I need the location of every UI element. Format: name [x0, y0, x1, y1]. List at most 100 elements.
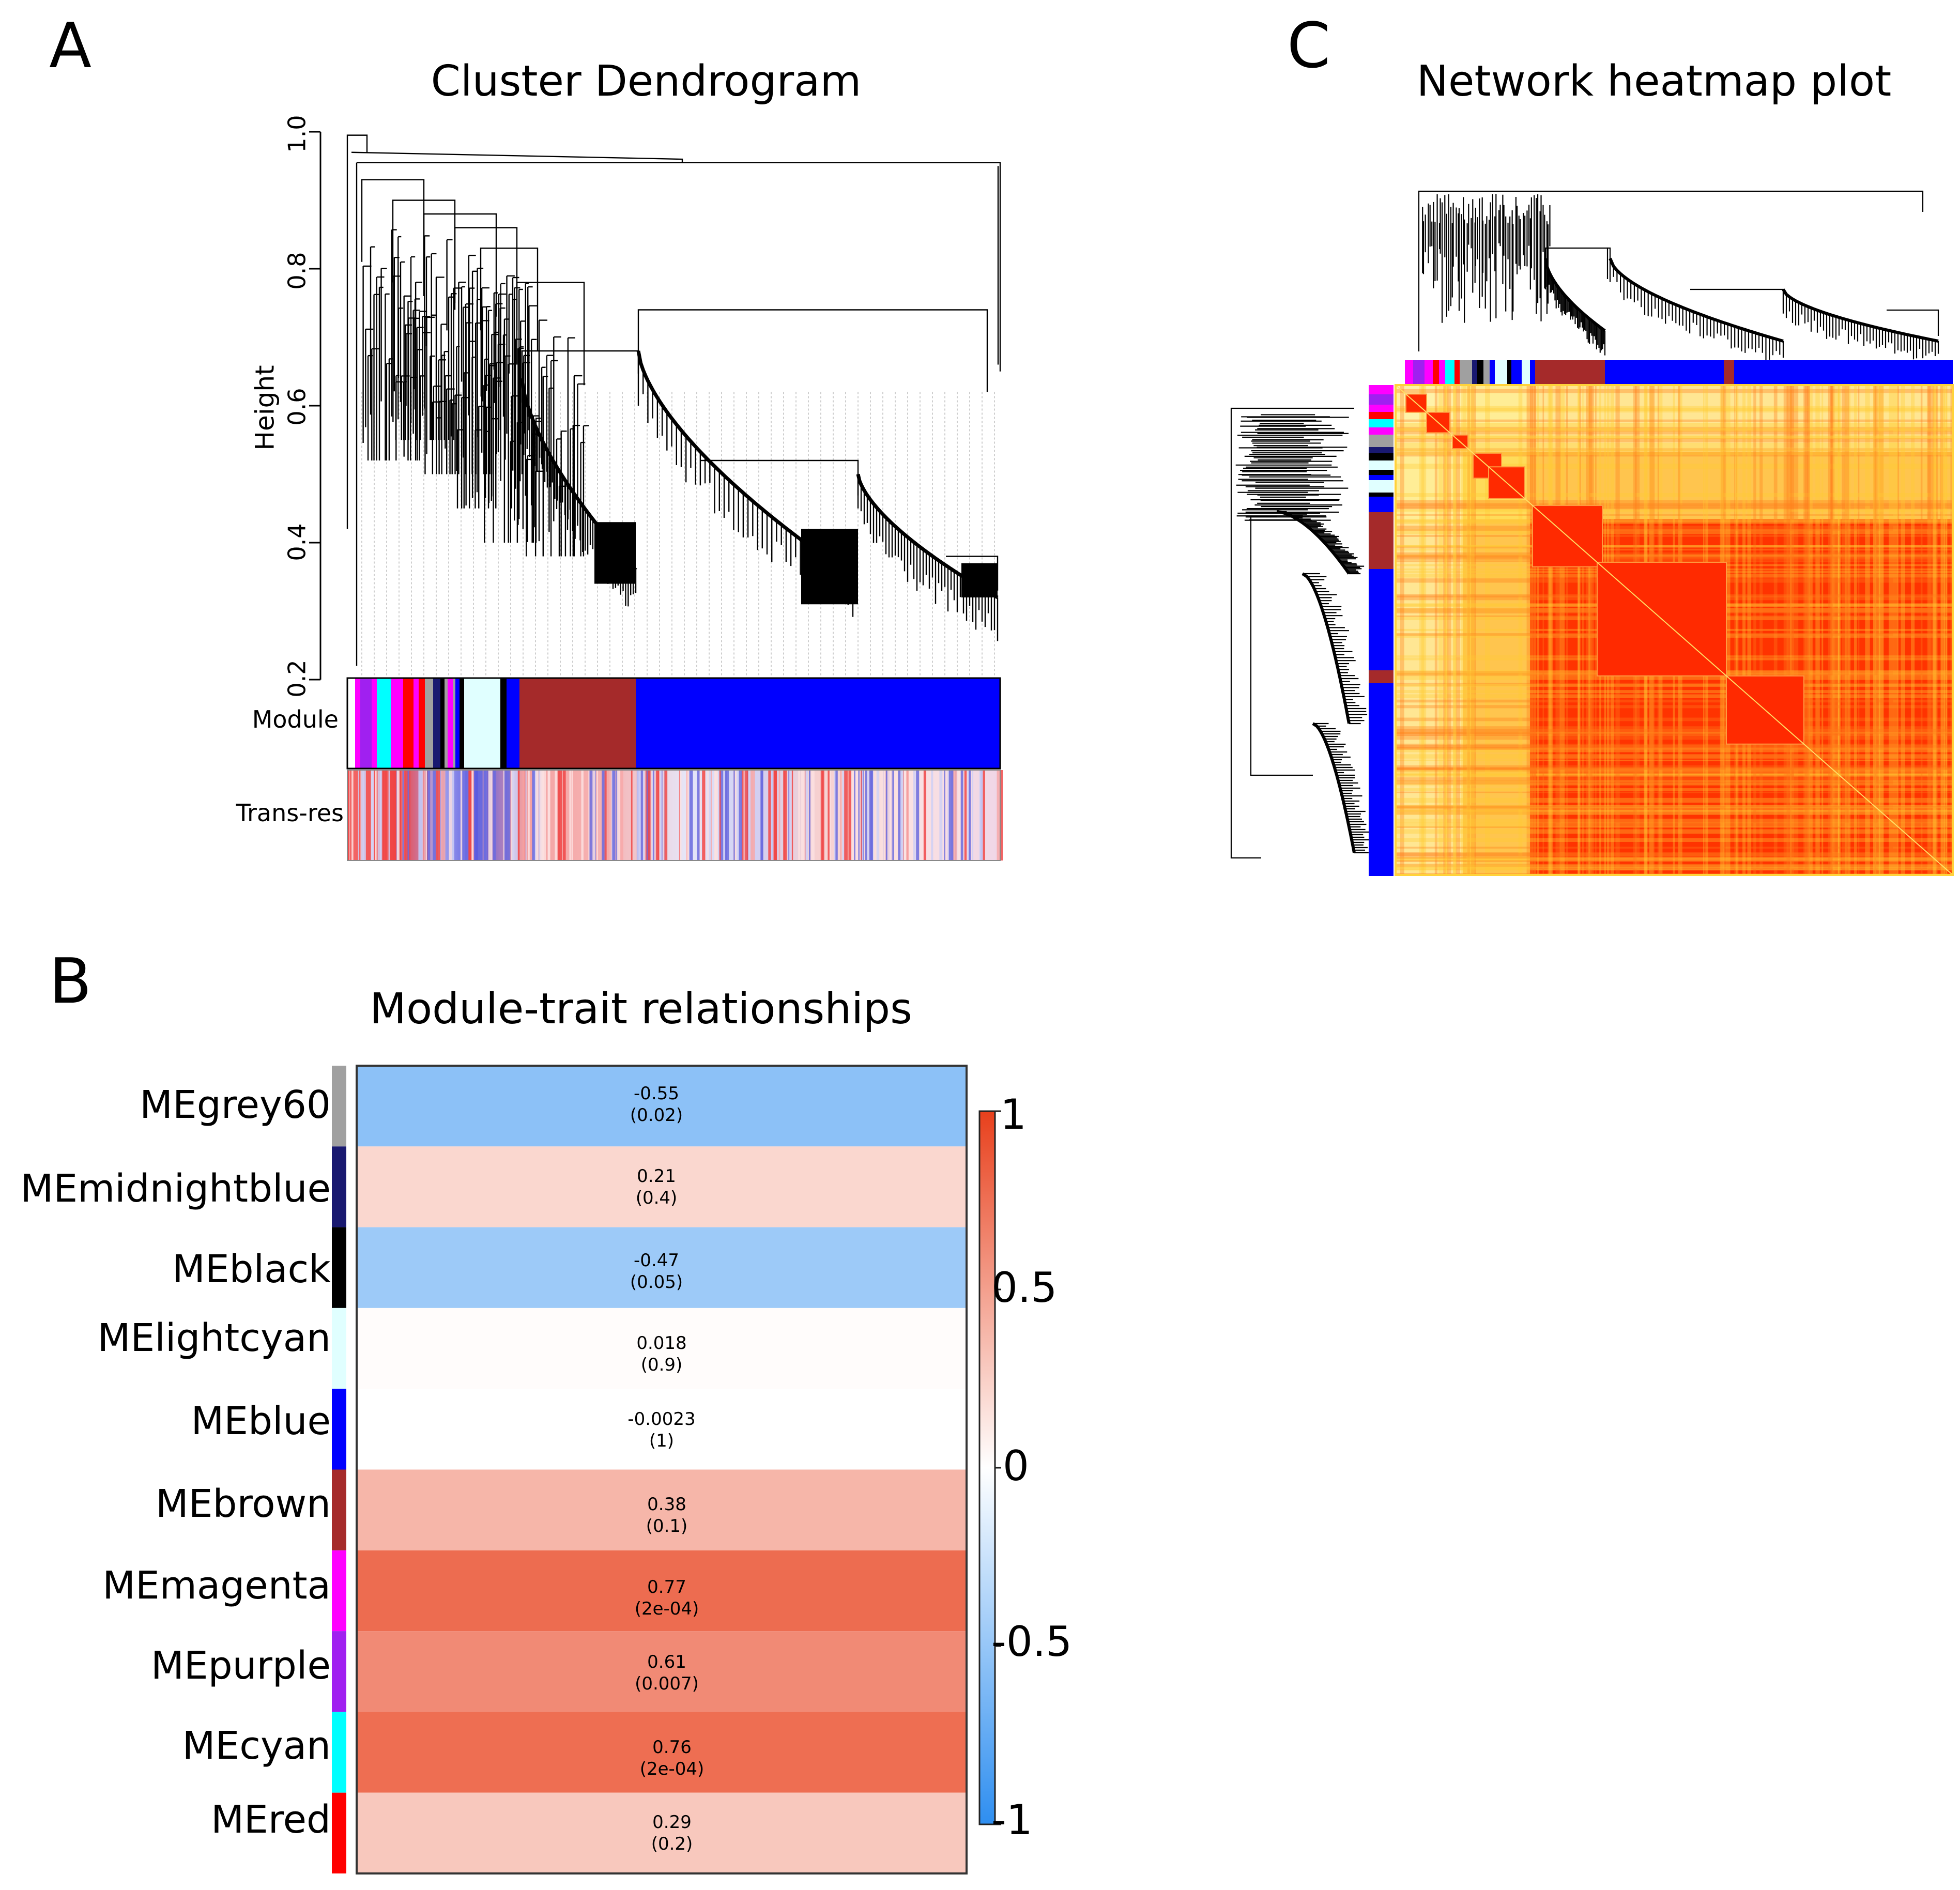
- cell-correlation: 0.77: [647, 1577, 686, 1597]
- matrix-streak: [1396, 829, 1953, 834]
- trans-res-stripe: [854, 770, 856, 861]
- staircase: [1312, 722, 1356, 853]
- matrix-streak: [1926, 385, 1931, 875]
- matrix-streak: [1526, 385, 1532, 875]
- matrix-streak: [1794, 385, 1799, 875]
- row-label-mebrown: MEbrown: [155, 1482, 331, 1526]
- trans-res-stripe: [607, 770, 610, 861]
- cell-pvalue: (0.1): [646, 1516, 688, 1536]
- module-segment: [448, 678, 453, 769]
- matrix-streak: [1396, 819, 1953, 823]
- matrix-streak: [1396, 788, 1953, 791]
- matrix-streak: [1396, 684, 1953, 686]
- panel-a-letter: A: [49, 10, 92, 82]
- heatmap-cell-melightcyan: [357, 1308, 967, 1389]
- trans-res-stripe: [440, 770, 443, 861]
- trans-res-stripe: [555, 770, 557, 861]
- matrix-streak: [1396, 545, 1953, 548]
- matrix-streak: [1447, 385, 1451, 875]
- matrix-streak: [1396, 506, 1953, 509]
- matrix-streak: [1396, 442, 1953, 448]
- module-color-swatch-mered: [332, 1792, 346, 1873]
- matrix-streak: [1396, 731, 1953, 736]
- module-segment: [1454, 360, 1460, 384]
- staircase: [1782, 288, 1939, 343]
- module-segment: [1535, 360, 1605, 384]
- trans-res-stripe: [452, 770, 454, 861]
- trans-res-stripe: [997, 770, 1000, 861]
- matrix-streak: [1830, 385, 1835, 875]
- cell-pvalue: (0.4): [635, 1188, 678, 1208]
- module-segment: [1369, 497, 1394, 512]
- trans-res-stripe: [855, 770, 859, 861]
- heatmap-cell-mered: [357, 1792, 967, 1873]
- trans-res-stripe: [385, 770, 389, 861]
- matrix-streak: [1419, 385, 1425, 875]
- dense-leaves: [594, 522, 636, 584]
- matrix-streak: [1847, 385, 1851, 875]
- heatmap-cell-meblue: [357, 1389, 967, 1470]
- matrix-streak: [1444, 385, 1447, 875]
- trans-res-stripe: [751, 770, 755, 861]
- trans-res-stripe: [828, 770, 831, 861]
- matrix-streak: [1396, 423, 1953, 427]
- matrix-streak: [1434, 385, 1437, 875]
- matrix-streak: [1396, 822, 1953, 827]
- cluster-dendrogram: [309, 131, 1003, 861]
- cell-pvalue: (0.05): [630, 1272, 683, 1293]
- matrix-streak: [1815, 385, 1820, 875]
- matrix-streak: [1396, 838, 1953, 842]
- module-segment: [1369, 412, 1394, 419]
- matrix-streak: [1537, 385, 1539, 875]
- branch: [1607, 247, 1611, 258]
- trans-res-stripe: [351, 770, 354, 861]
- trans-res-stripe: [350, 770, 352, 861]
- matrix-streak: [1865, 385, 1870, 875]
- matrix-streak: [1950, 385, 1952, 875]
- trans-res-stripe: [717, 770, 721, 861]
- trans-res-stripe: [571, 770, 573, 861]
- trans-res-stripe: [588, 770, 590, 861]
- matrix-streak: [1444, 385, 1447, 875]
- matrix-streak: [1396, 777, 1953, 781]
- module-segment: [1369, 683, 1394, 876]
- matrix-streak: [1396, 683, 1953, 684]
- module-segment: [636, 678, 1000, 769]
- module-color-swatch-megrey60: [332, 1066, 346, 1147]
- trans-res-stripe: [491, 770, 493, 861]
- trans-res-stripe: [442, 770, 446, 861]
- module-segment: [1369, 405, 1394, 412]
- matrix-streak: [1396, 504, 1953, 510]
- trans-res-stripe: [540, 770, 543, 861]
- colorbar-tick-0: 0: [1003, 1442, 1029, 1490]
- trans-res-stripe: [964, 770, 967, 861]
- matrix-streak: [1874, 385, 1876, 875]
- module-track-border: [346, 677, 1001, 770]
- trans-res-stripe: [400, 770, 402, 861]
- matrix-streak: [1396, 426, 1953, 428]
- matrix-streak: [1396, 436, 1953, 439]
- trans-res-stripe: [963, 770, 966, 861]
- matrix-streak: [1396, 826, 1953, 828]
- module-segment: [419, 678, 425, 769]
- module-segment: [433, 678, 440, 769]
- matrix-streak: [1893, 385, 1898, 875]
- matrix-streak: [1396, 805, 1953, 808]
- matrix-streak: [1532, 385, 1537, 875]
- trans-res-stripe: [558, 770, 560, 861]
- trans-res-stripe: [912, 770, 914, 861]
- trans-res-stripe: [982, 770, 985, 861]
- module-segment: [1472, 360, 1477, 384]
- module-color-swatch-meblack: [332, 1227, 346, 1308]
- trans-res-stripe: [725, 770, 729, 861]
- matrix-streak: [1396, 493, 1953, 497]
- trans-res-stripe: [862, 770, 864, 861]
- matrix-streak: [1589, 385, 1594, 875]
- matrix-band: [1396, 385, 1953, 452]
- trans-res-stripe: [589, 770, 593, 861]
- trans-res-stripe: [435, 770, 438, 861]
- matrix-streak: [1485, 385, 1490, 875]
- module-segment: [1369, 427, 1394, 435]
- matrix-streak: [1725, 385, 1731, 875]
